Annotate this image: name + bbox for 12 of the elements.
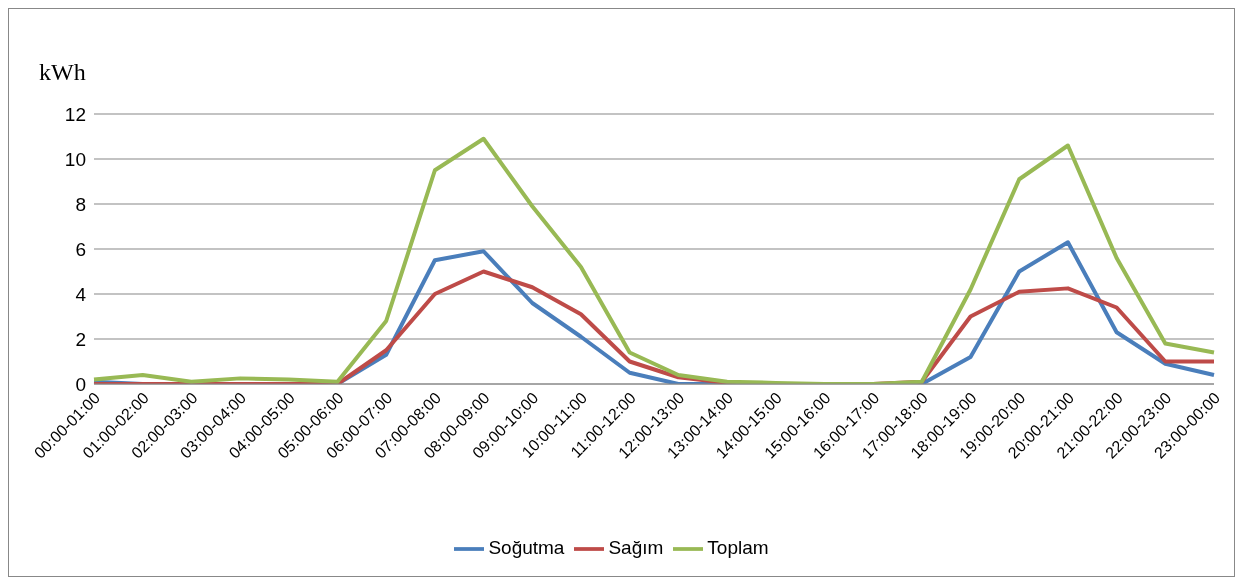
y-tick-label: 12	[64, 103, 86, 125]
y-tick-label: 8	[75, 193, 86, 215]
y-tick-label: 6	[75, 238, 86, 260]
y-tick-label: 4	[75, 283, 87, 305]
y-tick-label: 10	[64, 148, 86, 170]
legend-label: Sağım	[608, 537, 664, 559]
legend-label: Soğutma	[488, 537, 565, 559]
y-axis-title: kWh	[39, 59, 86, 86]
y-tick-label: 2	[75, 328, 86, 350]
y-tick-label: 0	[75, 373, 86, 395]
legend-label: Toplam	[707, 537, 769, 559]
line-series	[92, 136, 1216, 384]
